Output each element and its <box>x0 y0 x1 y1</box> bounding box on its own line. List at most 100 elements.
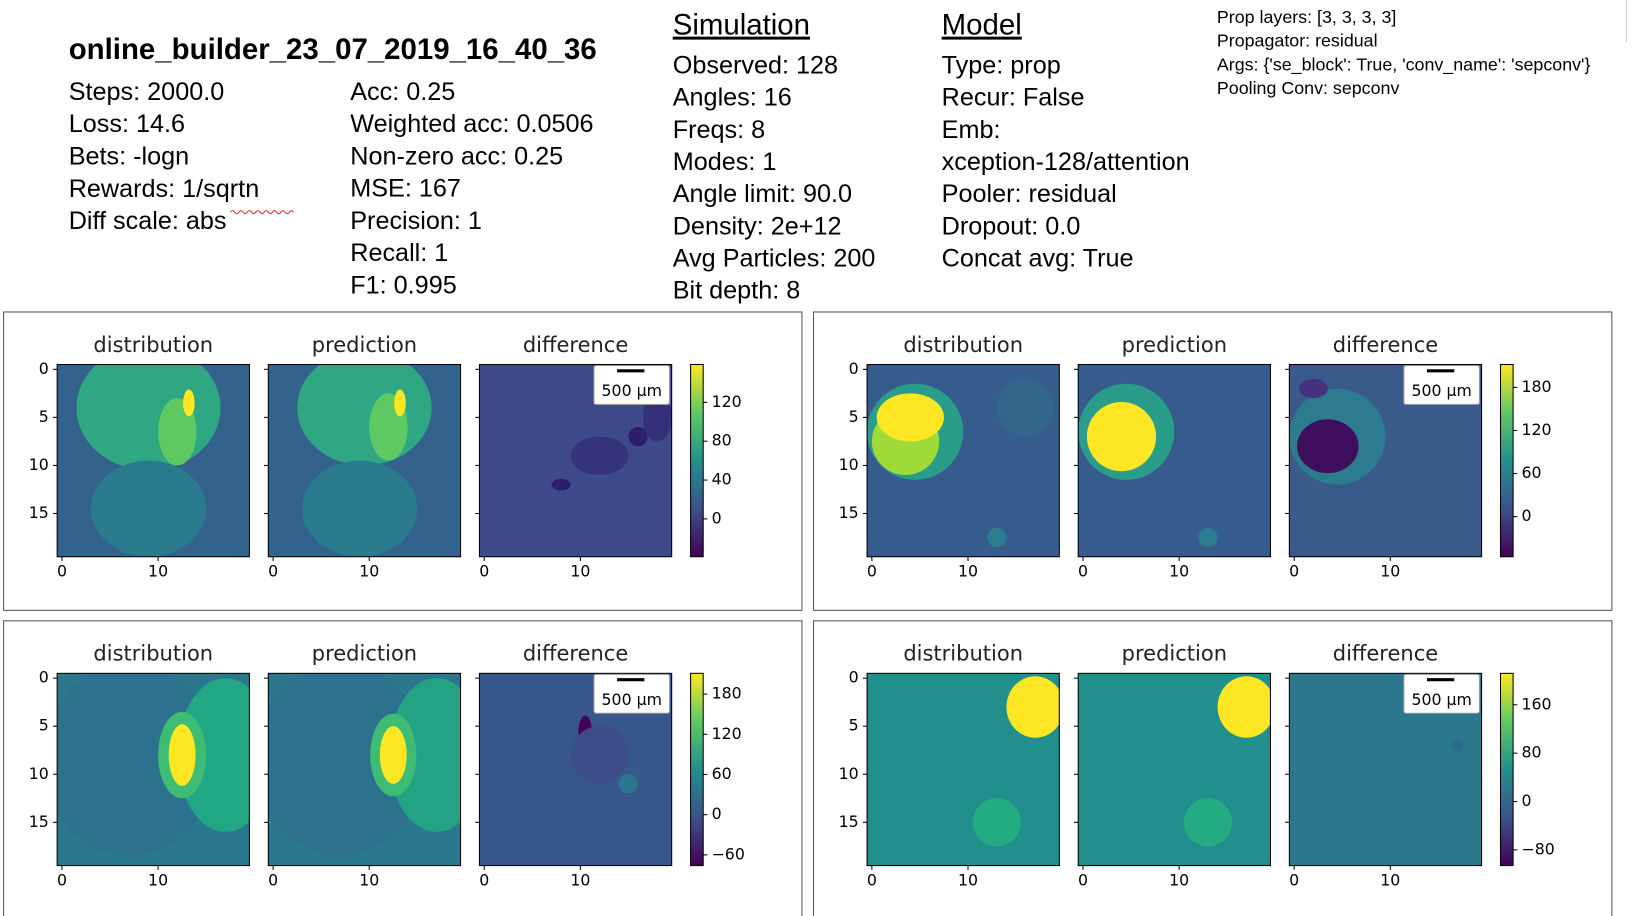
heatmap-region <box>394 389 406 417</box>
x-tick-label: 0 <box>1289 871 1299 890</box>
scale-bar-box <box>593 673 671 714</box>
simulation-item: Bit depth: 8 <box>673 277 801 305</box>
heatmap-region <box>551 478 571 491</box>
heatmap-region <box>168 724 196 786</box>
model-item: Type: prop <box>942 52 1061 80</box>
x-tick-label: 0 <box>57 871 67 890</box>
scale-bar-label: 500 µm <box>602 690 662 709</box>
metric-stat: Precision: 1 <box>350 207 482 235</box>
y-tick-label: 10 <box>839 764 859 783</box>
colorbar <box>690 672 704 867</box>
x-tick-label: 10 <box>359 871 379 890</box>
colorbar-tick-label: 180 <box>1522 377 1552 396</box>
heatmap-border <box>866 672 1060 867</box>
heatmap-region <box>297 364 432 466</box>
training-stat: Diff scale: abs <box>69 207 227 235</box>
simulation-item: Observed: 128 <box>673 52 838 80</box>
x-tick-label: 10 <box>148 562 168 581</box>
heatmap-region <box>987 527 1007 548</box>
simulation-item: Density: 2e+12 <box>673 212 842 240</box>
y-tick-label: 5 <box>849 407 859 426</box>
x-tick-label: 10 <box>1169 871 1189 890</box>
metric-stat: Weighted acc: 0.0506 <box>350 110 593 138</box>
heatmap-region <box>628 426 648 447</box>
heatmap <box>57 364 250 557</box>
heatmap-region <box>996 378 1055 437</box>
heatmap-border <box>267 363 462 558</box>
y-tick-label: 0 <box>39 668 49 687</box>
training-stat: Steps: 2000.0 <box>69 78 225 106</box>
y-tick-label: 0 <box>39 359 49 378</box>
heatmap-region <box>379 726 407 784</box>
model-item: Recur: False <box>942 84 1085 112</box>
metric-stat: Non-zero acc: 0.25 <box>350 142 563 170</box>
heatmap-region <box>618 774 639 794</box>
heatmap-region <box>642 393 672 442</box>
y-tick-label: 15 <box>29 812 49 831</box>
x-tick-label: 0 <box>268 871 278 890</box>
prop-info: Propagator: residual <box>1217 31 1378 51</box>
heatmap <box>57 673 250 866</box>
heatmap-border <box>267 672 462 867</box>
prop-info: Pooling Conv: sepconv <box>1217 78 1400 98</box>
x-tick-label: 10 <box>1380 562 1400 581</box>
x-tick-label: 10 <box>570 562 590 581</box>
report-title: online_builder_23_07_2019_16_40_36 <box>69 33 597 66</box>
y-tick-label: 15 <box>29 503 49 522</box>
training-stat: Rewards: 1/sqrtn <box>69 175 260 203</box>
heatmap-title: difference <box>1333 333 1438 357</box>
x-tick-label: 0 <box>867 562 877 581</box>
heatmap-border <box>1288 672 1483 867</box>
heatmap-border <box>866 363 1060 558</box>
colorbar-tick-label: 60 <box>712 764 732 783</box>
heatmap-border <box>1077 363 1271 558</box>
colorbar <box>1499 363 1514 558</box>
heatmap-border <box>478 672 673 867</box>
panel-frame <box>812 311 1613 611</box>
heatmap-title: distribution <box>903 333 1023 357</box>
metric-stat: Recall: 1 <box>350 239 448 267</box>
model-item: Pooler: residual <box>942 180 1117 208</box>
colorbar-tick-label: 180 <box>712 684 742 703</box>
colorbar <box>690 363 704 558</box>
heatmap-border <box>56 672 250 867</box>
x-tick-label: 10 <box>958 871 978 890</box>
x-tick-label: 0 <box>479 562 489 581</box>
colorbar-tick-label: 80 <box>712 431 732 450</box>
colorbar-tick-label: 120 <box>712 392 742 411</box>
simulation-item: Avg Particles: 200 <box>673 244 876 272</box>
y-tick-label: 5 <box>849 716 859 735</box>
scale-bar-label: 500 µm <box>602 381 662 400</box>
heatmap-region <box>876 393 944 442</box>
heatmap-title: difference <box>1333 642 1438 666</box>
panel-frame <box>812 620 1613 916</box>
scale-bar-label: 500 µm <box>1411 690 1471 709</box>
y-tick-label: 15 <box>839 812 859 831</box>
model-item: Dropout: 0.0 <box>942 212 1081 240</box>
simulation-item: Freqs: 8 <box>673 116 765 144</box>
colorbar-tick-label: 0 <box>712 804 722 823</box>
x-tick-label: 0 <box>867 871 877 890</box>
colorbar-tick-label: 120 <box>712 724 742 743</box>
heatmap-region <box>1183 798 1232 847</box>
model-item: xception-128/attention <box>942 148 1190 176</box>
heatmap-title: distribution <box>93 642 213 666</box>
colorbar-tick-label: −80 <box>1522 839 1555 858</box>
heatmap-region <box>1006 676 1060 738</box>
x-tick-label: 10 <box>1380 871 1400 890</box>
heatmap <box>268 364 461 557</box>
heatmap-border <box>56 363 250 558</box>
y-tick-label: 5 <box>39 716 49 735</box>
heatmap-border <box>1077 672 1271 867</box>
y-tick-label: 0 <box>849 668 859 687</box>
heatmap-region <box>1298 378 1328 399</box>
x-tick-label: 0 <box>1289 562 1299 581</box>
model-item: Concat avg: True <box>942 244 1134 272</box>
heatmap-region <box>1198 527 1218 548</box>
colorbar-tick-label: 60 <box>1522 463 1542 482</box>
section-heading: Simulation <box>673 9 810 42</box>
x-tick-label: 10 <box>359 562 379 581</box>
heatmap <box>867 673 1060 866</box>
